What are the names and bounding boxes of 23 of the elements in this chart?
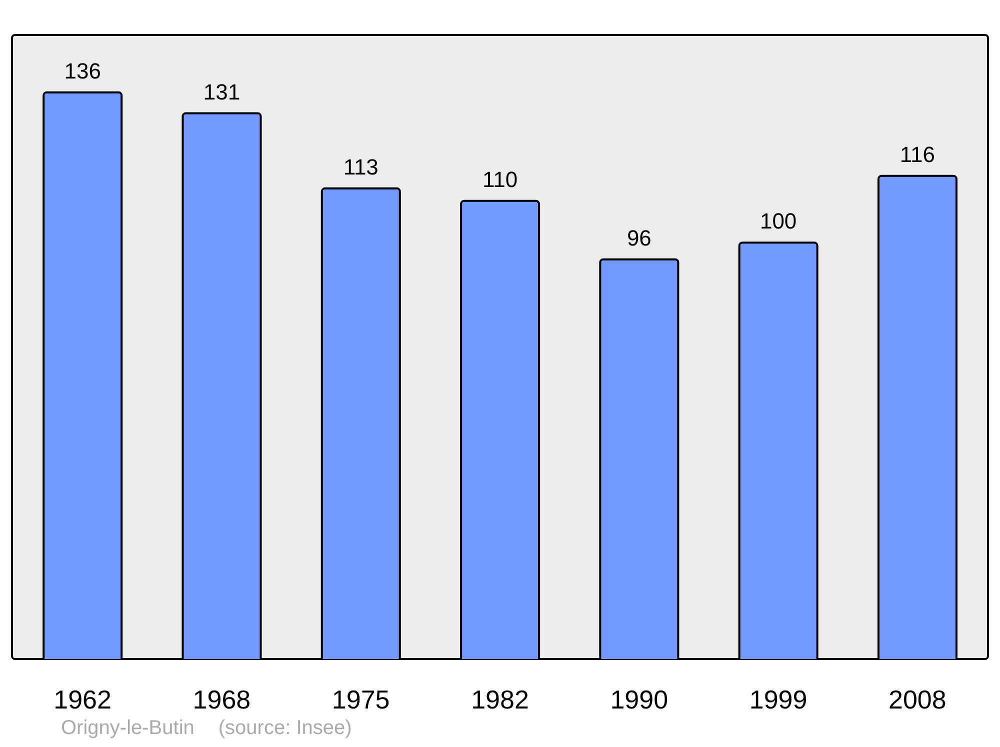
x-tick-label: 1982 <box>471 684 529 714</box>
bar <box>320 187 401 660</box>
x-tick-label: 1999 <box>749 684 808 714</box>
data-label: 96 <box>626 225 652 250</box>
x-tick-label: 1968 <box>192 684 251 714</box>
bar <box>182 112 262 660</box>
data-label: 131 <box>203 79 240 104</box>
text: (source: Insee) <box>218 717 352 739</box>
x-tick-label: 2008 <box>888 684 946 714</box>
x-tick-label: 1962 <box>54 684 112 714</box>
data-label: 110 <box>482 166 518 192</box>
bar <box>738 242 818 660</box>
bar <box>460 200 540 660</box>
text: Origny-le-Butin <box>61 717 194 739</box>
data-label: 136 <box>64 58 101 84</box>
x-tick-label: 1975 <box>332 684 390 714</box>
data-label: 116 <box>900 142 936 167</box>
x-tick-label: 1990 <box>610 684 668 714</box>
bar <box>599 258 680 660</box>
bar <box>42 91 123 660</box>
data-label: 113 <box>343 154 378 180</box>
data-label: 100 <box>760 208 797 234</box>
bar <box>877 174 958 660</box>
